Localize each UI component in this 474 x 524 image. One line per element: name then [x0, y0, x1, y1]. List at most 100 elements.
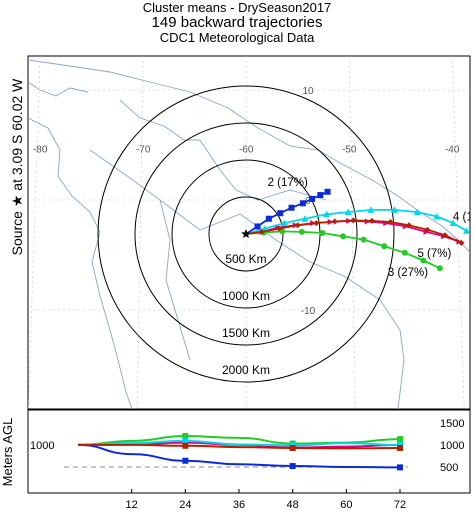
- height-series-point: [289, 463, 296, 470]
- range-ring-label: 500 Km: [225, 252, 266, 266]
- height-series-point: [397, 441, 403, 448]
- meridian-label: -70: [136, 145, 151, 156]
- meridian-label: -80: [33, 145, 48, 156]
- height-series-point: [397, 436, 403, 443]
- coastline-4: [89, 149, 191, 361]
- trajectory-point: [313, 220, 320, 227]
- meridian-line: [136, 56, 144, 409]
- trajectory-point: [298, 228, 305, 235]
- trajectory-point: [265, 215, 272, 222]
- trajectory-point: [405, 222, 412, 229]
- trajectory-point: [317, 192, 324, 199]
- coastline-5: [199, 139, 327, 201]
- trajectory-point: [324, 188, 331, 195]
- height-series-point: [397, 464, 403, 471]
- height-series-point: [182, 433, 189, 440]
- trajectory-point: [420, 257, 427, 264]
- parallel-label: -10: [301, 306, 316, 317]
- trajectory-point: [381, 243, 388, 250]
- meridian-line: [28, 56, 41, 409]
- trajectory-point: [280, 219, 288, 227]
- coastline-7: [119, 99, 200, 141]
- trajectory-point: [458, 239, 465, 246]
- trajectory-point: [350, 217, 357, 224]
- cluster-label: 4 (19%): [453, 212, 474, 224]
- cluster-label: 1 (31%): [469, 215, 474, 227]
- meridian-label: -40: [445, 145, 460, 156]
- chart-title-line3: CDC1 Meteorological Data: [159, 30, 315, 45]
- trajectory-point: [413, 208, 421, 216]
- range-ring-label: 2000 Km: [222, 363, 270, 377]
- trajectory-point: [299, 200, 306, 207]
- range-ring: [134, 122, 358, 346]
- y-tick-label-right: 1000: [440, 440, 464, 452]
- trajectory-point: [301, 215, 309, 222]
- trajectory-point: [288, 204, 295, 211]
- y-tick-label-right: 1500: [440, 418, 464, 430]
- trajectory-point: [441, 232, 448, 239]
- source-star-icon: [241, 229, 251, 238]
- height-series-point: [182, 437, 189, 444]
- height-series-point: [397, 444, 403, 451]
- range-ring-label: 1000 Km: [222, 289, 270, 303]
- x-tick-label: 48: [287, 499, 299, 511]
- coastline-3: [159, 199, 405, 409]
- trajectory-tracks: 1 (31%) 2 (17%) 3 (27%) 4 (19%) 5 (7%): [241, 177, 474, 279]
- meridian-line: [451, 56, 465, 409]
- trajectory-point: [367, 206, 375, 213]
- trajectory-point: [276, 225, 283, 232]
- height-series-point: [182, 457, 189, 464]
- cluster-label: 3 (27%): [388, 267, 428, 279]
- range-ring-label: 1500 Km: [222, 326, 270, 340]
- y-tick-label-right: 500: [440, 462, 458, 474]
- trajectory-point: [340, 233, 347, 240]
- trajectory-point: [436, 265, 443, 272]
- meridian-label: -60: [239, 145, 254, 156]
- trajectory-point: [360, 236, 367, 243]
- map-panel: [27, 55, 471, 410]
- x-tick-label: 60: [340, 499, 352, 511]
- height-series-line: [77, 443, 401, 450]
- trajectory-point: [387, 219, 394, 226]
- x-tick-label: 12: [126, 499, 138, 511]
- meridian-line: [348, 56, 356, 409]
- x-tick-label: 72: [394, 499, 406, 511]
- trajectory-point: [331, 218, 338, 225]
- trajectory-point: [258, 228, 265, 235]
- trajectory-point: [423, 228, 430, 235]
- x-tick-label: 24: [179, 499, 191, 511]
- trajectory-point: [368, 217, 375, 224]
- trajectory-point: [254, 223, 261, 230]
- trajectory-point: [463, 227, 470, 234]
- height-series-point: [289, 444, 296, 451]
- coastline-6: [28, 81, 89, 97]
- height-panel-frame: [27, 409, 471, 494]
- cluster-label: 2 (17%): [268, 177, 308, 189]
- trajectory-point: [391, 206, 399, 213]
- trajectory-point: [323, 210, 331, 218]
- trajectory-point: [344, 208, 352, 216]
- parallel-label: 10: [302, 86, 314, 97]
- range-rings: 500 Km 1000 Km 1500 Km 2000 Km: [97, 85, 395, 383]
- y-tick-label-left: 1000: [30, 440, 54, 452]
- trajectory-point: [294, 222, 301, 229]
- height-time-panel: 12 24 36 48 60 72 1000 1500 1000 500: [27, 409, 471, 511]
- chart-title-line2: 149 backward trajectories: [151, 14, 323, 31]
- trajectory-point: [261, 225, 269, 232]
- trajectory-point: [449, 219, 457, 227]
- trajectory-point: [424, 226, 431, 233]
- height-series-group: [77, 433, 403, 471]
- trajectory-point: [433, 213, 441, 220]
- cluster-label: 5 (7%): [417, 248, 451, 260]
- chart-title-line1: Cluster means - DrySeason2017: [142, 0, 332, 15]
- trajectory-point: [277, 210, 284, 217]
- height-series-line: [77, 439, 401, 447]
- x-tick-label: 36: [233, 499, 245, 511]
- height-series-point: [182, 442, 189, 449]
- map-frame: [27, 55, 471, 410]
- coastline-2: [28, 117, 133, 409]
- range-ring: [97, 85, 395, 383]
- trajectory-point: [319, 230, 326, 237]
